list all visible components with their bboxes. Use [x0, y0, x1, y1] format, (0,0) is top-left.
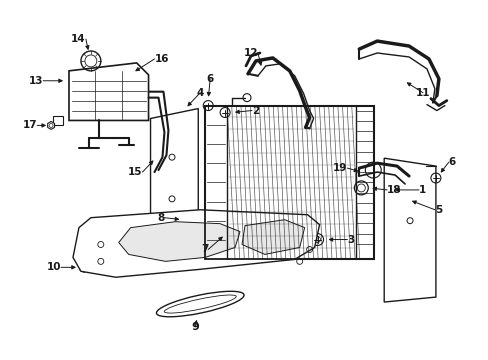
Polygon shape: [181, 213, 189, 223]
Text: 15: 15: [128, 167, 142, 177]
Polygon shape: [69, 63, 148, 121]
Polygon shape: [205, 105, 373, 260]
Text: 8: 8: [157, 213, 164, 223]
Text: 13: 13: [29, 76, 43, 86]
Text: 4: 4: [196, 88, 203, 98]
Text: 14: 14: [71, 34, 86, 44]
Polygon shape: [242, 220, 304, 255]
Text: 17: 17: [22, 121, 37, 130]
Ellipse shape: [164, 295, 236, 313]
Text: 11: 11: [415, 88, 429, 98]
Text: 18: 18: [386, 185, 401, 195]
Polygon shape: [47, 121, 55, 129]
Text: 9: 9: [191, 322, 199, 332]
Text: 6: 6: [448, 157, 455, 167]
Polygon shape: [73, 210, 319, 277]
Text: 5: 5: [434, 205, 441, 215]
Polygon shape: [53, 116, 63, 125]
Text: 16: 16: [154, 54, 169, 64]
Polygon shape: [119, 222, 240, 261]
Text: 3: 3: [346, 234, 354, 244]
Text: 10: 10: [46, 262, 61, 272]
Text: 7: 7: [201, 244, 208, 255]
Text: 2: 2: [251, 105, 259, 116]
Ellipse shape: [156, 291, 244, 317]
Polygon shape: [150, 109, 198, 247]
Text: 1: 1: [418, 185, 426, 195]
Text: 6: 6: [206, 74, 213, 84]
Text: 19: 19: [332, 163, 346, 173]
Polygon shape: [384, 158, 435, 302]
Text: 12: 12: [243, 48, 257, 58]
Polygon shape: [80, 262, 88, 272]
